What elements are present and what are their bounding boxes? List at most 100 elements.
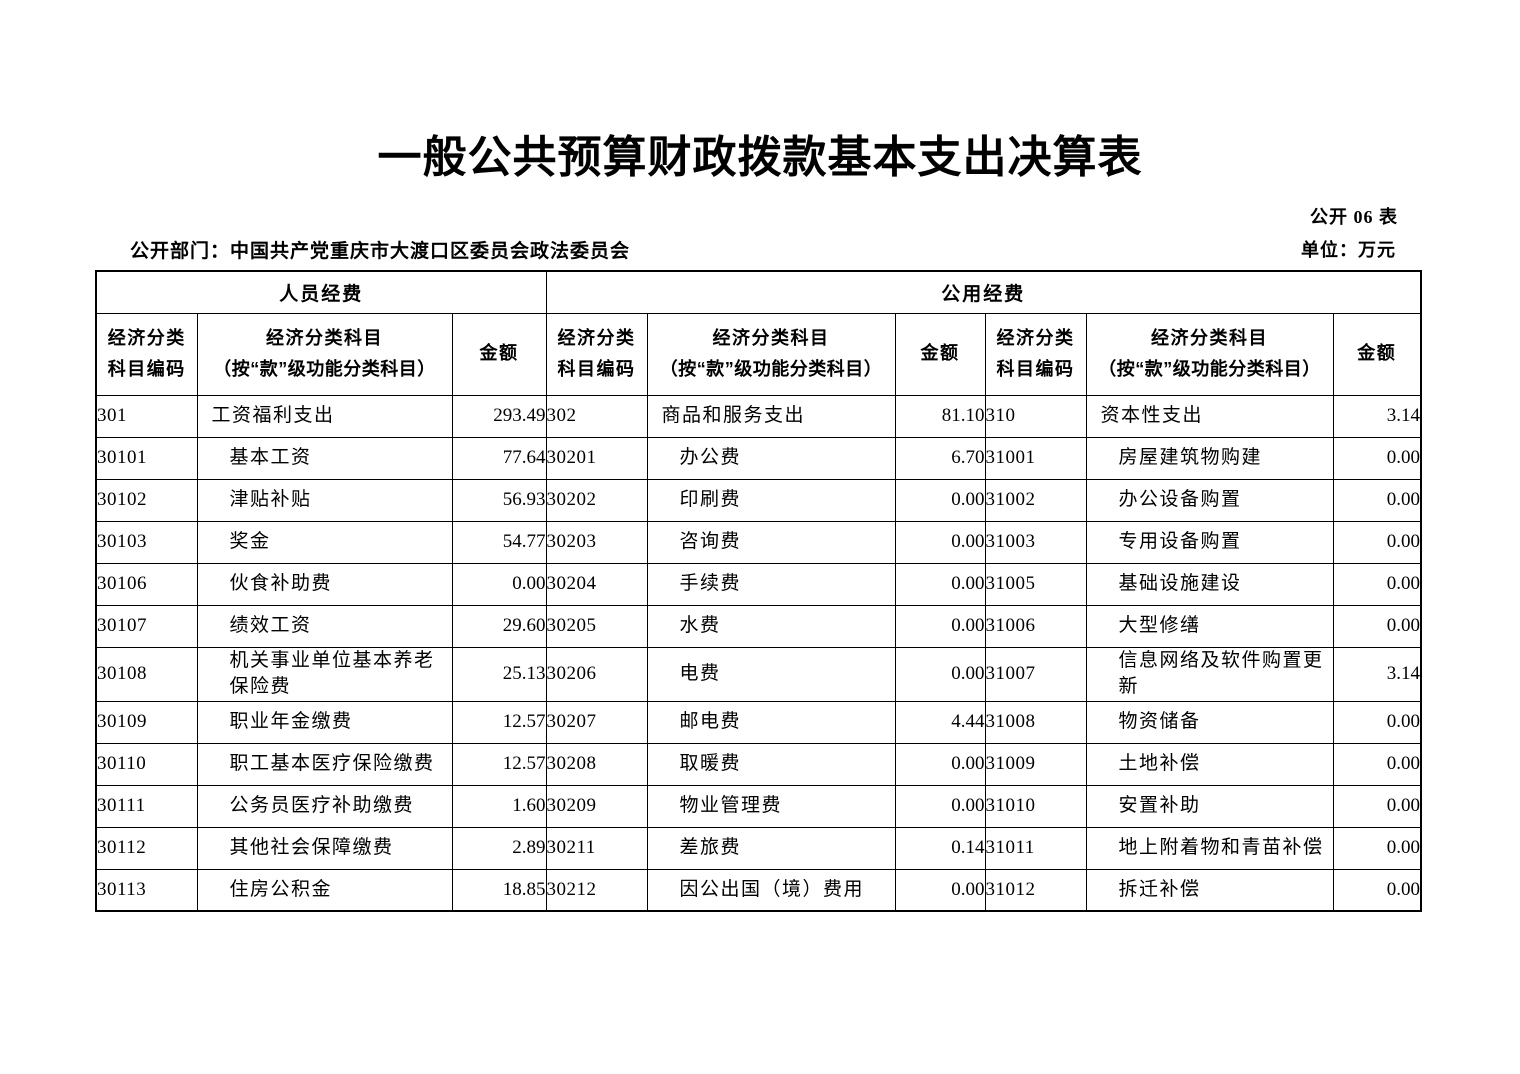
amount-cell: 0.00 bbox=[1332, 562, 1422, 606]
subject-cell: 拆迁补偿 bbox=[1085, 868, 1334, 912]
col-header-code-line2: 科目编码 bbox=[996, 359, 1075, 379]
col-header-amount-2: 金额 bbox=[894, 312, 986, 396]
table-row: 30106 伙食补助费 0.00 30204 手续费 0.00 31005 基础设施建设 0.0… bbox=[95, 562, 1422, 606]
code-cell: 30203 bbox=[545, 520, 648, 564]
col-header-subject-3: 经济分类科目 （按“款”级功能分类科目） bbox=[1085, 312, 1334, 396]
group-header-row: 人员经费 公用经费 bbox=[95, 270, 1422, 314]
amount-cell: 0.00 bbox=[1332, 520, 1422, 564]
code-cell: 31007 bbox=[984, 646, 1087, 702]
subject-cell: 职工基本医疗保险缴费 bbox=[196, 742, 453, 786]
code-cell: 31011 bbox=[984, 826, 1087, 870]
subject-cell: 信息网络及软件购置更新 bbox=[1085, 646, 1334, 702]
amount-cell: 18.85 bbox=[451, 868, 547, 912]
subject-cell: 房屋建筑物购建 bbox=[1085, 436, 1334, 480]
table-row: 301 工资福利支出 293.49 302 商品和服务支出 81.10 310 资本性支出 3.… bbox=[95, 394, 1422, 438]
amount-cell: 0.00 bbox=[894, 646, 986, 702]
amount-cell: 0.00 bbox=[1332, 700, 1422, 744]
amount-cell: 81.10 bbox=[894, 394, 986, 438]
code-cell: 31002 bbox=[984, 478, 1087, 522]
col-header-code-3: 经济分类 科目编码 bbox=[984, 312, 1087, 396]
table-row: 30107 绩效工资 29.60 30205 水费 0.00 31006 大型修缮 0.00 bbox=[95, 604, 1422, 648]
table-row: 30109 职业年金缴费 12.57 30207 邮电费 4.44 31008 物资储备 0.0… bbox=[95, 700, 1422, 744]
code-cell: 301 bbox=[95, 394, 198, 438]
subject-cell: 因公出国（境）费用 bbox=[646, 868, 896, 912]
subject-cell: 奖金 bbox=[196, 520, 453, 564]
subject-cell: 土地补偿 bbox=[1085, 742, 1334, 786]
subject-cell: 大型修缮 bbox=[1085, 604, 1334, 648]
subject-cell: 商品和服务支出 bbox=[646, 394, 896, 438]
amount-cell: 4.44 bbox=[894, 700, 986, 744]
code-cell: 30205 bbox=[545, 604, 648, 648]
amount-cell: 0.00 bbox=[451, 562, 547, 606]
code-cell: 30113 bbox=[95, 868, 198, 912]
subject-cell: 其他社会保障缴费 bbox=[196, 826, 453, 870]
amount-cell: 77.64 bbox=[451, 436, 547, 480]
subject-cell: 办公设备购置 bbox=[1085, 478, 1334, 522]
subject-cell: 工资福利支出 bbox=[196, 394, 453, 438]
col-header-code-line1: 经济分类 bbox=[557, 327, 636, 348]
col-header-amount-1: 金额 bbox=[451, 312, 547, 396]
col-header-code-line2: 科目编码 bbox=[107, 359, 186, 379]
code-cell: 30207 bbox=[545, 700, 648, 744]
table-row: 30101 基本工资 77.64 30201 办公费 6.70 31001 房屋建筑物购建 0.… bbox=[95, 436, 1422, 480]
subject-cell: 地上附着物和青苗补偿 bbox=[1085, 826, 1334, 870]
code-cell: 31010 bbox=[984, 784, 1087, 828]
code-cell: 30108 bbox=[95, 646, 198, 702]
group-header-personnel-funds: 人员经费 bbox=[95, 270, 547, 314]
col-header-amount-3: 金额 bbox=[1332, 312, 1422, 396]
code-cell: 302 bbox=[545, 394, 648, 438]
code-cell: 31008 bbox=[984, 700, 1087, 744]
col-header-code-2: 经济分类 科目编码 bbox=[545, 312, 648, 396]
basic-expenditure-table: 人员经费 公用经费 经济分类 科目编码 经济分类科目 （按“款”级功能分类科目）… bbox=[95, 270, 1423, 913]
col-header-subject-line1: 经济分类科目 bbox=[712, 327, 830, 348]
amount-cell: 0.00 bbox=[1332, 868, 1422, 912]
code-cell: 30208 bbox=[545, 742, 648, 786]
subject-cell: 印刷费 bbox=[646, 478, 896, 522]
subject-cell: 资本性支出 bbox=[1085, 394, 1334, 438]
code-cell: 31001 bbox=[984, 436, 1087, 480]
amount-cell: 293.49 bbox=[451, 394, 547, 438]
subject-cell: 物资储备 bbox=[1085, 700, 1334, 744]
col-header-code-line1: 经济分类 bbox=[107, 327, 186, 348]
group-header-public-funds: 公用经费 bbox=[545, 270, 1422, 314]
amount-cell: 12.57 bbox=[451, 700, 547, 744]
amount-cell: 0.00 bbox=[1332, 784, 1422, 828]
subject-cell: 基础设施建设 bbox=[1085, 562, 1334, 606]
subject-cell: 安置补助 bbox=[1085, 784, 1334, 828]
table-row: 30111 公务员医疗补助缴费 1.60 30209 物业管理费 0.00 31010 安置补… bbox=[95, 784, 1422, 828]
amount-cell: 0.00 bbox=[894, 742, 986, 786]
code-cell: 30109 bbox=[95, 700, 198, 744]
table-row: 30108 机关事业单位基本养老保险费 25.13 30206 电费 0.00 31007 信… bbox=[95, 646, 1422, 702]
table-body: 301 工资福利支出 293.49 302 商品和服务支出 81.10 310 资本性支出 3.… bbox=[95, 394, 1422, 912]
amount-cell: 0.00 bbox=[1332, 478, 1422, 522]
code-cell: 30107 bbox=[95, 604, 198, 648]
amount-cell: 0.00 bbox=[894, 868, 986, 912]
code-cell: 30209 bbox=[545, 784, 648, 828]
subject-cell: 津贴补贴 bbox=[196, 478, 453, 522]
amount-cell: 0.00 bbox=[894, 520, 986, 564]
amount-cell: 0.14 bbox=[894, 826, 986, 870]
code-cell: 30102 bbox=[95, 478, 198, 522]
subject-cell: 职业年金缴费 bbox=[196, 700, 453, 744]
subject-cell: 基本工资 bbox=[196, 436, 453, 480]
amount-cell: 3.14 bbox=[1332, 394, 1422, 438]
code-cell: 310 bbox=[984, 394, 1087, 438]
amount-cell: 29.60 bbox=[451, 604, 547, 648]
amount-cell: 56.93 bbox=[451, 478, 547, 522]
amount-cell: 0.00 bbox=[1332, 604, 1422, 648]
department-line: 公开部门：中国共产党重庆市大渡口区委员会政法委员会 bbox=[130, 241, 631, 262]
code-cell: 30202 bbox=[545, 478, 648, 522]
amount-cell: 54.77 bbox=[451, 520, 547, 564]
amount-cell: 0.00 bbox=[1332, 742, 1422, 786]
amount-cell: 0.00 bbox=[894, 604, 986, 648]
code-cell: 30112 bbox=[95, 826, 198, 870]
subject-cell: 绩效工资 bbox=[196, 604, 453, 648]
table-row: 30102 津贴补贴 56.93 30202 印刷费 0.00 31002 办公设备购置 0.0… bbox=[95, 478, 1422, 522]
col-header-subject-line2: （按“款”级功能分类科目） bbox=[659, 359, 883, 379]
unit-label: 单位：万元 bbox=[1301, 240, 1396, 260]
amount-cell: 0.00 bbox=[1332, 436, 1422, 480]
col-header-subject-line2: （按“款”级功能分类科目） bbox=[1098, 359, 1321, 379]
amount-cell: 0.00 bbox=[894, 784, 986, 828]
subject-cell: 咨询费 bbox=[646, 520, 896, 564]
